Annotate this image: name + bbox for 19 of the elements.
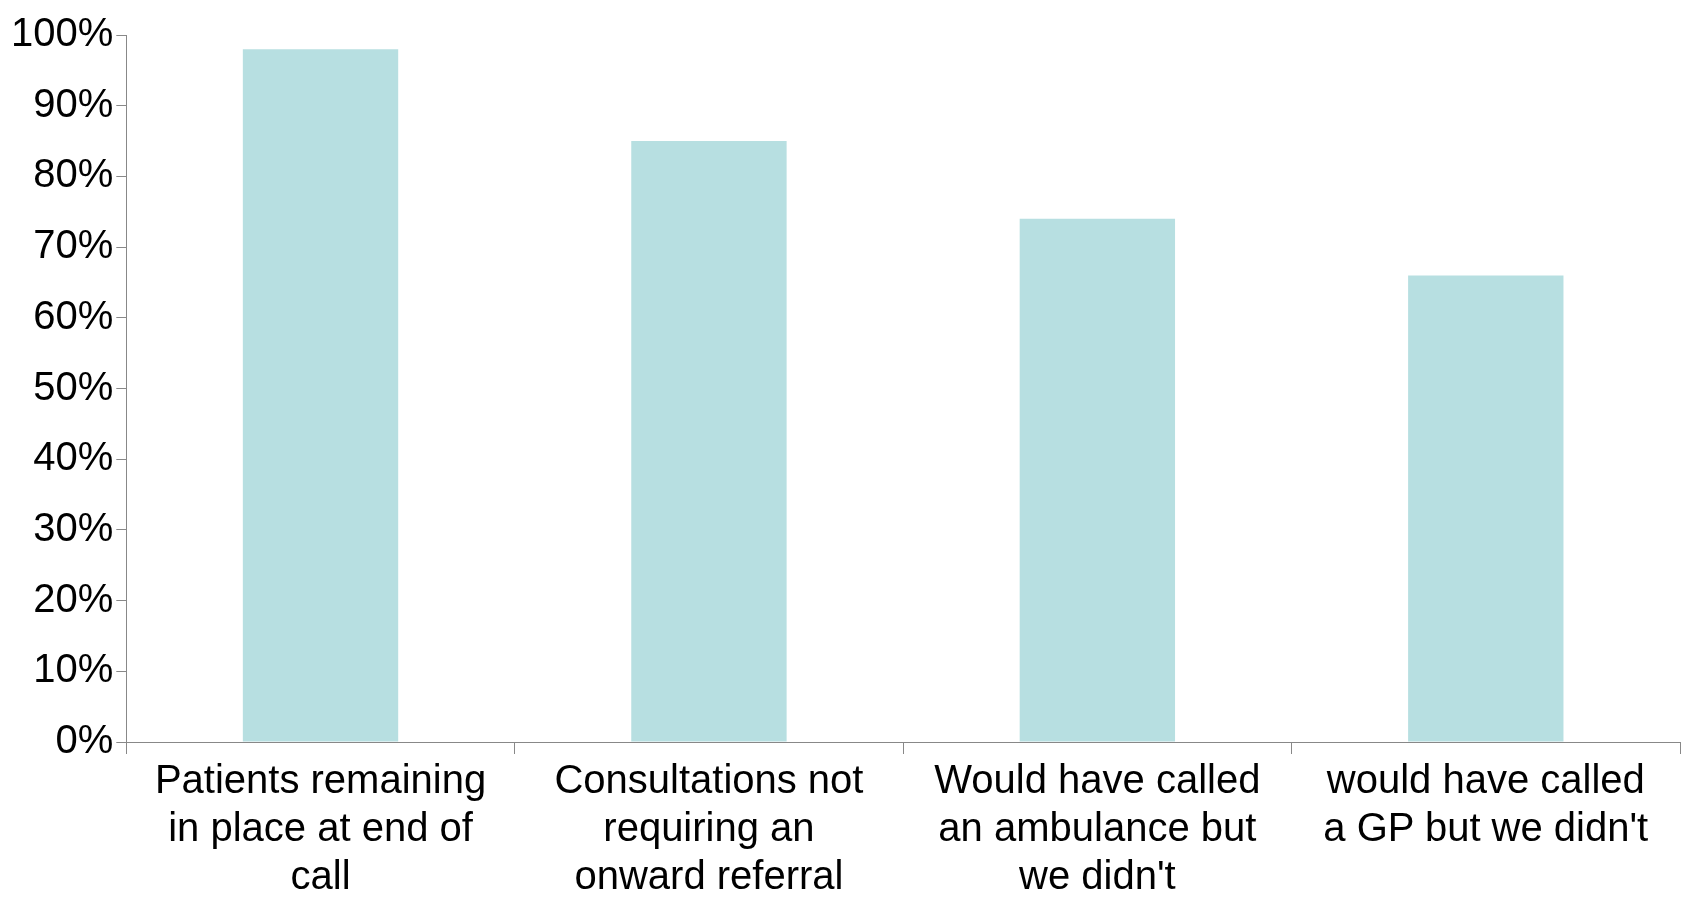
y-tick-label: 20%	[33, 575, 114, 620]
y-tick-label: 70%	[33, 222, 114, 267]
x-tick-label: Would have called an ambulance but we didn't	[934, 757, 1261, 898]
y-tick-label: 30%	[33, 504, 114, 549]
bar	[1019, 218, 1176, 742]
bar	[631, 141, 787, 742]
y-tick-label: 0%	[55, 717, 114, 762]
x-tick-label: would have called a GP but we didn't	[1323, 757, 1649, 850]
bar	[1408, 275, 1564, 742]
y-tick-label: 90%	[33, 80, 114, 125]
y-tick-label: 80%	[33, 151, 114, 196]
y-tick-label: 60%	[33, 292, 114, 337]
bar	[242, 49, 399, 742]
y-tick-label: 40%	[33, 434, 114, 479]
x-tick-label: Patients remaining in place at end of call	[154, 757, 487, 898]
y-tick-label: 50%	[33, 363, 114, 408]
y-tick-label: 100%	[10, 10, 114, 55]
x-tick-label: Consultations not requiring an onward referral	[554, 757, 864, 898]
y-tick-label: 10%	[33, 646, 114, 691]
